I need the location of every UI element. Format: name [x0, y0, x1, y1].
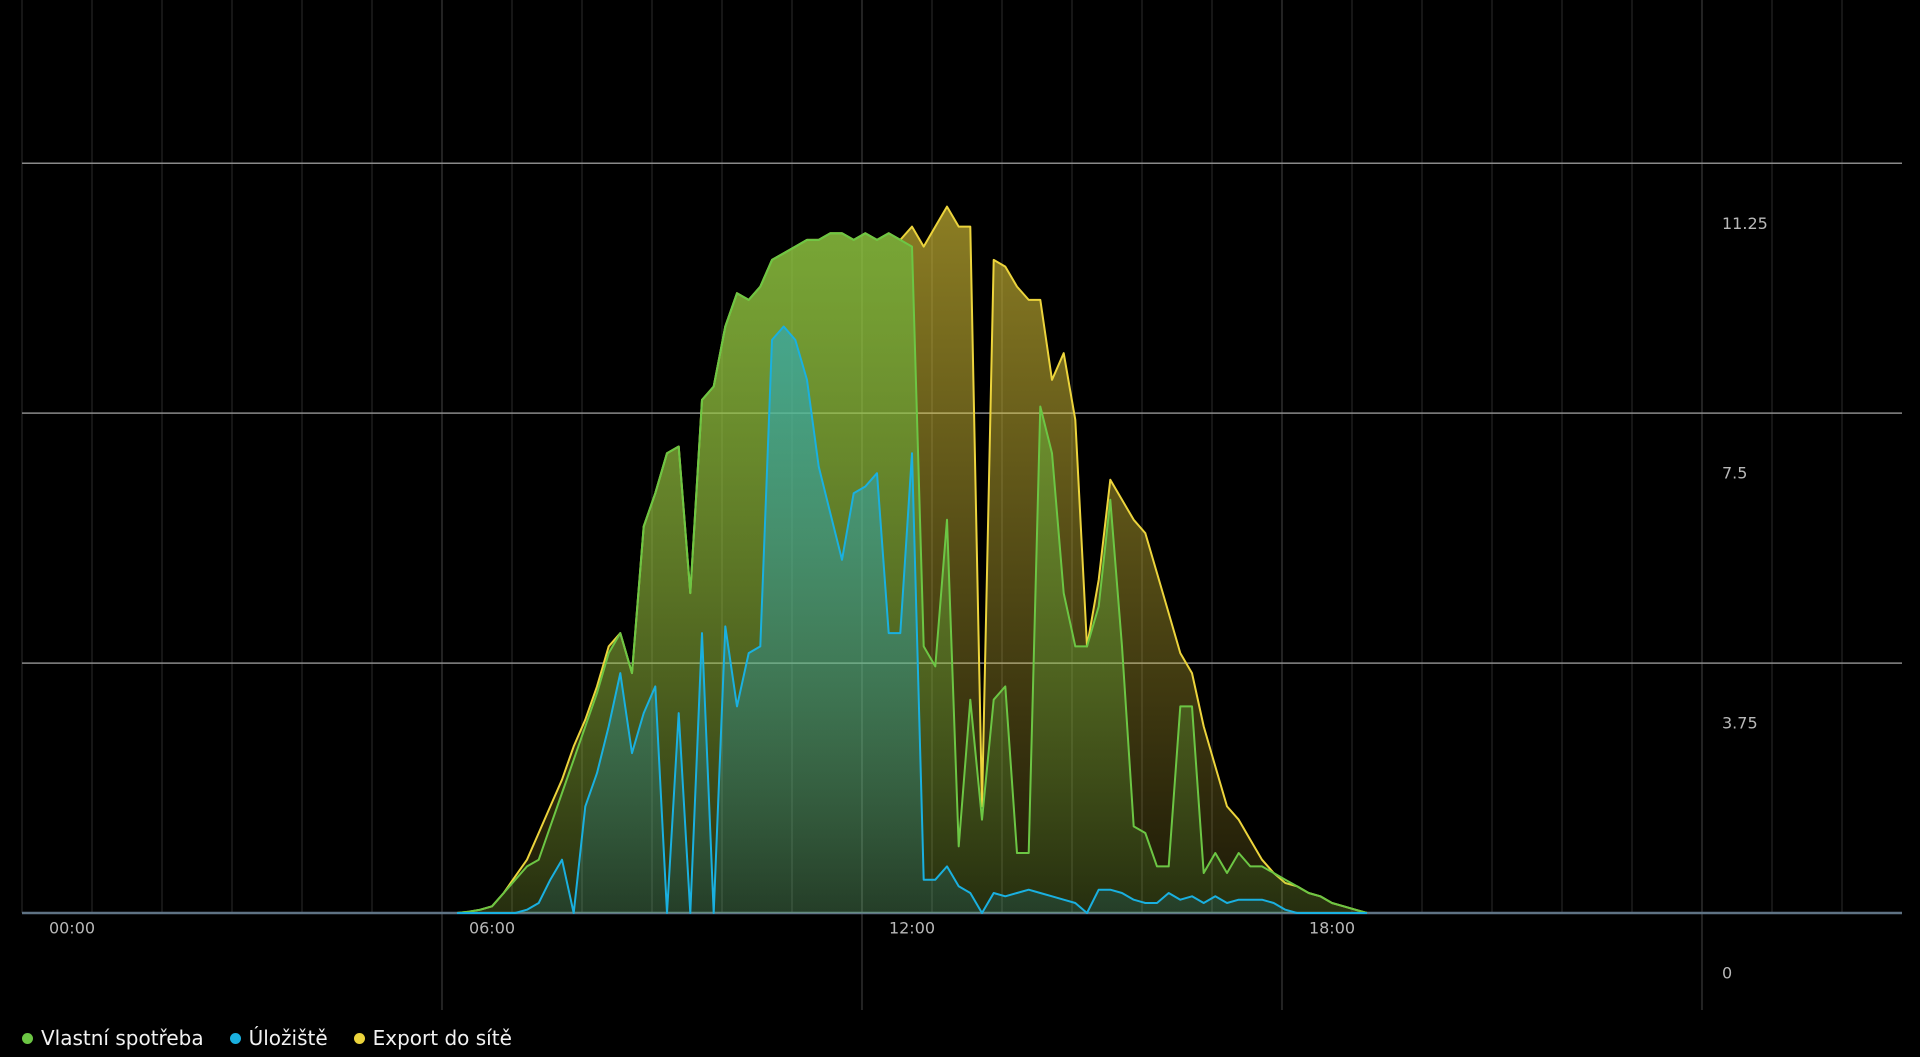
y-tick-label: 3.75: [1722, 714, 1758, 733]
area-line: [456, 232, 1368, 914]
legend-dot: [22, 1032, 33, 1044]
legend-item[interactable]: Export do sítě: [353, 1026, 512, 1050]
legend-label: Vlastní spotřeba: [41, 1026, 204, 1050]
legend-dot: [229, 1032, 241, 1044]
legend-label: Export do sítě: [372, 1026, 512, 1050]
x-tick-label: 06:00: [469, 919, 515, 938]
legend: Vlastní spotřeba Úložiště Export do sítě: [22, 1026, 512, 1050]
legend-item[interactable]: Úložiště: [229, 1026, 328, 1050]
legend-item[interactable]: Vlastní spotřeba: [22, 1026, 204, 1050]
x-tick-label: 00:00: [49, 919, 95, 938]
legend-dot: [353, 1032, 365, 1044]
y-tick-label: 11.25: [1722, 214, 1768, 233]
legend-label: Úložiště: [248, 1026, 328, 1050]
x-tick-label: 12:00: [889, 919, 935, 938]
y-tick-label: 0: [1722, 964, 1732, 983]
area-line: [456, 205, 1368, 914]
area-line: [457, 325, 1367, 914]
area-fill: [457, 326, 1367, 913]
x-tick-label: 18:00: [1309, 919, 1355, 938]
y-tick-label: 7.5: [1722, 464, 1747, 483]
